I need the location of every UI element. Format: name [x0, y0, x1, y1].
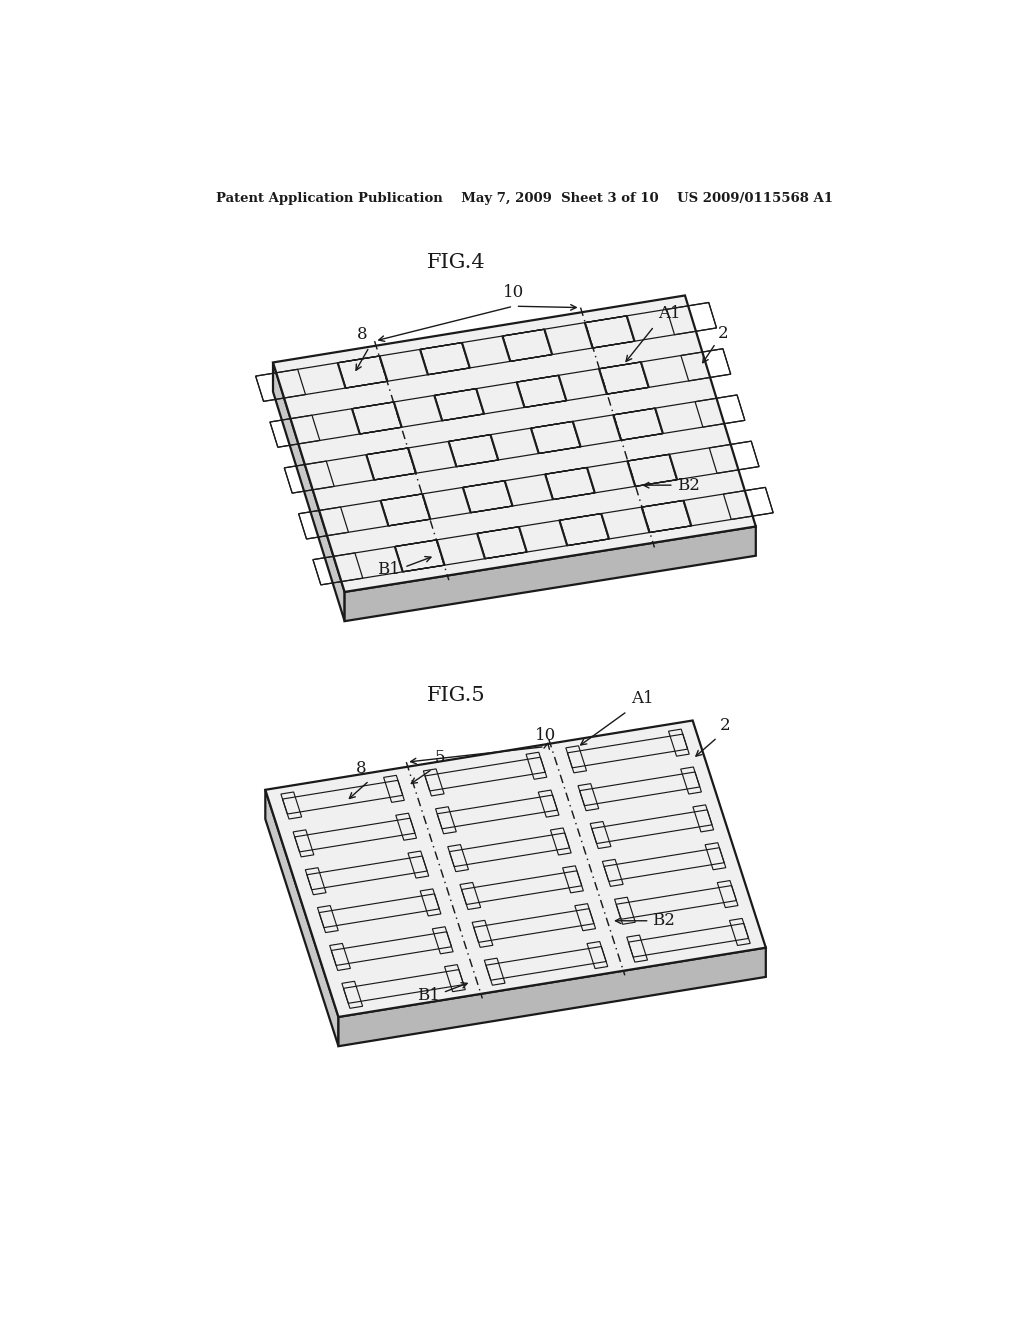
- Polygon shape: [345, 527, 756, 622]
- Polygon shape: [265, 721, 766, 1016]
- Polygon shape: [273, 296, 756, 591]
- Text: B2: B2: [677, 477, 699, 494]
- Text: B2: B2: [652, 912, 675, 929]
- Text: 10: 10: [504, 284, 524, 301]
- Text: 5: 5: [435, 748, 445, 766]
- Text: FIG.5: FIG.5: [427, 686, 485, 705]
- Text: 2: 2: [720, 717, 730, 734]
- Text: 8: 8: [357, 326, 368, 343]
- Polygon shape: [339, 948, 766, 1047]
- Text: FIG.4: FIG.4: [427, 253, 485, 272]
- Text: 8: 8: [356, 760, 367, 777]
- Text: A1: A1: [658, 305, 681, 322]
- Text: 10: 10: [535, 726, 556, 743]
- Text: 2: 2: [718, 325, 729, 342]
- Polygon shape: [273, 363, 345, 622]
- Polygon shape: [265, 789, 339, 1047]
- Text: Patent Application Publication    May 7, 2009  Sheet 3 of 10    US 2009/0115568 : Patent Application Publication May 7, 20…: [216, 191, 834, 205]
- Text: B1: B1: [378, 561, 400, 578]
- Text: B1: B1: [417, 987, 439, 1005]
- Text: A1: A1: [631, 690, 653, 708]
